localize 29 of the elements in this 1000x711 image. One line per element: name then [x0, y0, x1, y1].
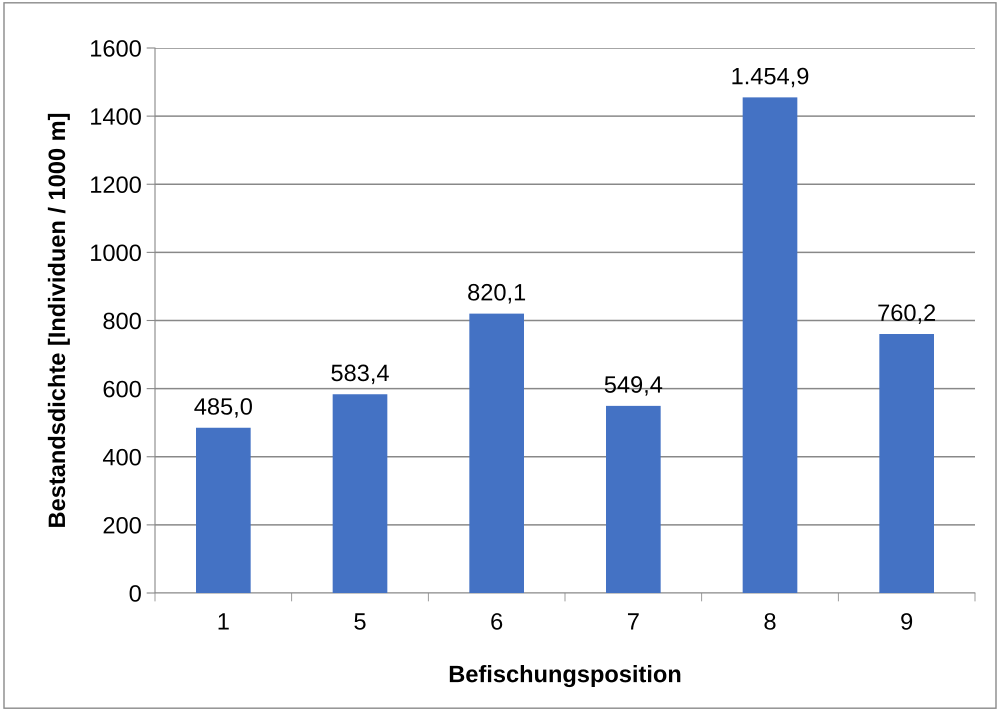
data-label: 760,2	[878, 304, 936, 324]
bar	[196, 428, 251, 593]
x-tick-label: 1	[218, 613, 229, 630]
data-label: 583,4	[331, 364, 389, 384]
x-tick-label: 9	[901, 613, 912, 630]
y-axis-title: Bestandsdichte [Individuen / 1000 m]	[48, 114, 70, 527]
bar	[469, 314, 524, 593]
data-label: 549,4	[604, 376, 662, 396]
bar	[606, 406, 661, 593]
x-tick-label: 5	[354, 613, 366, 630]
bar	[879, 334, 934, 593]
bar	[742, 97, 798, 593]
data-label: 820,1	[468, 284, 526, 304]
data-label: 1.454,9	[732, 68, 808, 88]
x-tick-label: 7	[628, 613, 639, 630]
y-tick-label: 1400	[91, 108, 141, 125]
y-tick-label: 400	[102, 448, 141, 466]
bar	[332, 394, 388, 593]
y-tick-label: 600	[104, 380, 141, 398]
y-tick-label: 200	[104, 516, 141, 534]
y-tick-label: 1200	[91, 176, 141, 194]
y-tick-label: 1600	[91, 40, 141, 57]
y-tick-label: 800	[103, 312, 141, 330]
data-label: 485,0	[194, 398, 252, 418]
y-tick-label: 0	[130, 585, 141, 602]
y-tick-label: 1000	[91, 244, 141, 262]
x-axis-title: Befischungsposition	[450, 665, 680, 688]
x-tick-label: 8	[764, 613, 776, 630]
x-tick-label: 6	[491, 613, 502, 630]
